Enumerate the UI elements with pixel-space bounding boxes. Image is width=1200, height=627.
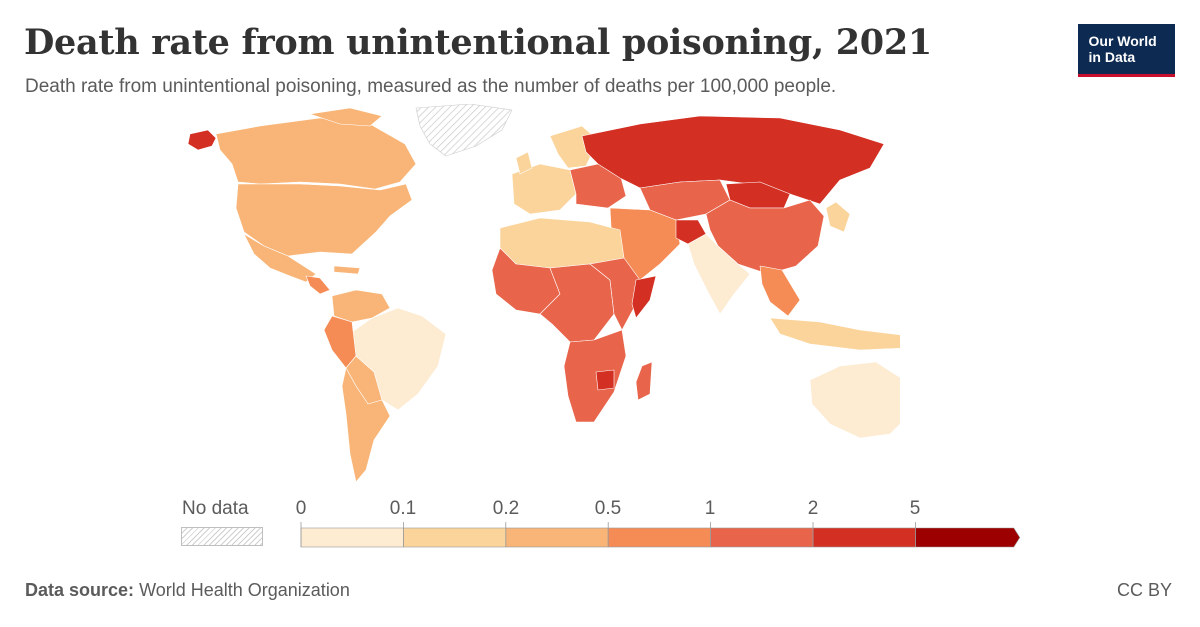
map-region-australia[interactable] xyxy=(809,361,900,439)
data-source-value[interactable]: World Health Organization xyxy=(139,580,350,600)
legend-no-data-swatch xyxy=(181,527,263,546)
legend-bin-4[interactable] xyxy=(710,527,814,548)
legend-tick-0: 0 xyxy=(295,498,307,519)
logo-line-2: in Data xyxy=(1088,49,1136,65)
legend-color-bar xyxy=(300,522,1021,548)
map-region-uk[interactable] xyxy=(515,151,533,175)
legend-bin-3[interactable] xyxy=(607,527,711,548)
map-region-arctic-islands[interactable] xyxy=(309,107,383,127)
color-legend: 0 0.1 0.2 0.5 1 2 5 xyxy=(280,494,1040,554)
map-region-caribbean[interactable] xyxy=(333,265,361,275)
legend-tick-1: 0.1 xyxy=(389,498,417,519)
map-region-indonesia[interactable] xyxy=(769,317,900,351)
map-region-united-states[interactable] xyxy=(235,183,413,257)
owid-logo[interactable]: Our World in Data xyxy=(1078,24,1175,77)
legend-tick-4: 1 xyxy=(704,498,716,519)
map-region-japan-korea[interactable] xyxy=(825,201,851,233)
map-region-north-africa[interactable] xyxy=(499,217,625,269)
chart-subtitle: Death rate from unintentional poisoning,… xyxy=(25,76,837,97)
legend-bin-6[interactable] xyxy=(915,527,1021,548)
legend-bin-1[interactable] xyxy=(403,527,507,548)
map-region-russia[interactable] xyxy=(581,115,885,205)
legend-bin-0[interactable] xyxy=(300,527,404,548)
map-region-southeast-asia[interactable] xyxy=(759,265,801,317)
map-region-somalia[interactable] xyxy=(631,275,657,319)
legend-bin-5[interactable] xyxy=(812,527,916,548)
map-region-madagascar[interactable] xyxy=(635,361,653,401)
legend-tick-3: 0.5 xyxy=(594,498,622,519)
map-region-east-africa[interactable] xyxy=(589,257,641,331)
map-region-central-america[interactable] xyxy=(305,275,331,295)
map-region-western-europe[interactable] xyxy=(511,163,577,215)
legend-tick-2: 0.2 xyxy=(492,498,520,519)
map-region-greenland[interactable] xyxy=(415,104,513,157)
world-map xyxy=(187,104,900,483)
map-region-india[interactable] xyxy=(687,233,751,315)
map-region-argentina-chile[interactable] xyxy=(341,367,391,483)
map-region-venezuela-colombia[interactable] xyxy=(331,289,391,323)
chart-title: Death rate from unintentional poisoning,… xyxy=(24,22,932,63)
map-region-alaska[interactable] xyxy=(187,129,217,151)
data-source-label: Data source: xyxy=(25,580,135,600)
legend-tick-6: 5 xyxy=(909,498,921,519)
legend-no-data-label: No data xyxy=(182,498,249,519)
license-text[interactable]: CC BY xyxy=(1116,580,1172,600)
legend-tick-5: 2 xyxy=(807,498,819,519)
legend-bin-2[interactable] xyxy=(505,527,609,548)
logo-line-1: Our World xyxy=(1088,33,1157,49)
map-region-peru[interactable] xyxy=(323,315,357,369)
map-region-southern-africa[interactable] xyxy=(563,329,627,423)
map-region-canada[interactable] xyxy=(215,117,417,190)
data-source: Data source: World Health Organization xyxy=(25,580,350,601)
map-region-zimbabwe[interactable] xyxy=(595,369,615,391)
map-region-mexico[interactable] xyxy=(243,233,317,283)
